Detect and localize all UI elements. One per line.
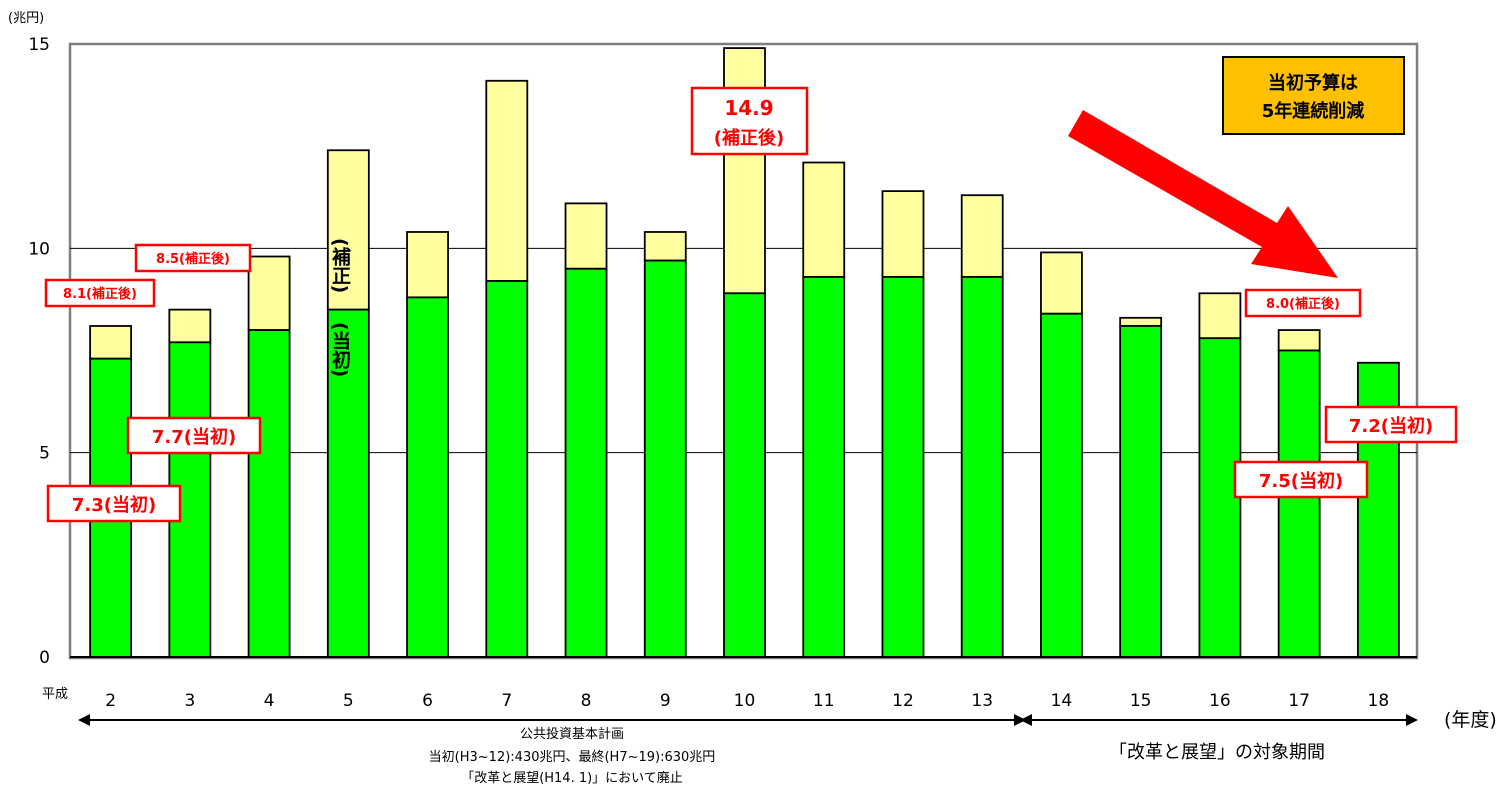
period-arrow-plan-left-head — [78, 714, 90, 726]
bar-initial — [168, 341, 212, 658]
x-tick-label: 17 — [1288, 691, 1310, 711]
callout-7-2-text: 7.2(当初) — [1349, 415, 1433, 437]
decline-arrow-icon — [1068, 110, 1338, 278]
bar-initial — [1119, 325, 1163, 658]
bar-initial — [406, 296, 449, 658]
x-tick-label: 16 — [1209, 691, 1231, 711]
bar-initial — [485, 280, 529, 658]
note-box-bg — [1222, 56, 1405, 135]
callout-7-7: 7.7(当初) — [126, 416, 262, 455]
x-tick-label: 14 — [1051, 691, 1073, 711]
bar-initial — [1040, 312, 1083, 658]
y-unit-label: (兆円) — [8, 11, 44, 26]
x-tick-label: 2 — [105, 691, 116, 711]
callout-7-2: 7.2(当初) — [1324, 405, 1458, 444]
bar-initial — [960, 276, 1004, 658]
bar-supplementary — [564, 202, 608, 270]
callout-8-1-text: 8.1(補正後) — [63, 286, 137, 302]
x-tick-label: 13 — [971, 691, 993, 711]
callout-7-3: 7.3(当初) — [46, 484, 182, 523]
x-tick-label: 10 — [734, 691, 756, 711]
callout-8-5-text: 8.5(補正後) — [156, 251, 230, 267]
bar-supplementary — [485, 79, 529, 282]
callout-14-9-note: (補正後) — [714, 127, 784, 149]
callout-8-1: 8.1(補正後) — [44, 278, 156, 308]
callout-7-7-text: 7.7(当初) — [152, 426, 236, 448]
x-tick-label: 6 — [422, 691, 433, 711]
x-tick-label: 8 — [581, 691, 592, 711]
callout-14-9-value: 14.9 — [724, 96, 773, 120]
y-tick-label: 15 — [28, 35, 50, 55]
x-tick-label: 12 — [892, 691, 914, 711]
bar-supplementary — [247, 255, 291, 331]
period-arrow-reform-left-head — [1020, 714, 1032, 726]
bar-initial — [1198, 337, 1242, 658]
note-box: 当初予算は 5年連続削減 — [1222, 56, 1405, 135]
y-tick-label: 5 — [39, 444, 50, 464]
bar-inner-upper-text: (補正) — [329, 238, 352, 293]
period-plan-line2: 当初(H3~12):430兆円、最終(H7~19):630兆円 — [429, 749, 716, 765]
bar-initial — [564, 267, 608, 658]
bar-supplementary — [960, 194, 1004, 278]
bar-supplementary — [1040, 251, 1083, 315]
bar-supplementary — [1119, 316, 1163, 327]
x-tick-label: 7 — [501, 691, 512, 711]
x-tick-label: 4 — [264, 691, 275, 711]
period-plan-line1: 公共投資基本計画 — [520, 726, 624, 742]
y-tick-label: 0 — [39, 648, 50, 668]
period-reform-line1: 「改革と展望」の対象期間 — [1109, 742, 1325, 763]
bar-supplementary — [802, 161, 846, 278]
y-tick-labels: 0 5 10 15 — [28, 35, 50, 668]
bar-supplementary — [881, 190, 925, 278]
bar-initial — [1277, 349, 1321, 658]
x-tick-label: 18 — [1368, 691, 1390, 711]
x-tick-labels: 2 3 4 5 6 7 8 9 10 11 12 13 14 15 16 17 18 — [105, 691, 1389, 711]
x-tick-label: 9 — [660, 691, 671, 711]
note-box-line1: 当初予算は — [1268, 72, 1358, 94]
bar-initial — [247, 329, 291, 658]
bar-initial — [881, 276, 925, 658]
bar-supplementary — [168, 308, 212, 344]
x-tick-label: 5 — [343, 691, 354, 711]
x-tick-label: 15 — [1130, 691, 1152, 711]
bar-initial — [802, 276, 846, 658]
bar-inner-label-upper: (補正) — [329, 238, 352, 293]
note-box-line2: 5年連続削減 — [1262, 100, 1365, 122]
bar-supplementary — [643, 231, 687, 262]
callout-8-0: 8.0(補正後) — [1244, 288, 1362, 318]
x-tick-label: 11 — [813, 691, 835, 711]
bar-supplementary — [723, 47, 766, 295]
callout-14-9: 14.9 (補正後) — [690, 86, 809, 156]
callout-7-5: 7.5(当初) — [1233, 460, 1369, 499]
bar-initial — [723, 292, 766, 658]
bar-supplementary — [1277, 329, 1321, 352]
bar-inner-lower-text: (当初) — [329, 322, 351, 377]
callout-7-5-text: 7.5(当初) — [1259, 470, 1343, 492]
y-tick-label: 10 — [28, 239, 50, 259]
bar-supplementary — [1198, 292, 1242, 340]
bar-inner-label-lower: (当初) — [329, 322, 351, 377]
bar-supplementary — [89, 325, 133, 360]
x-prefix-label: 平成 — [42, 687, 68, 702]
period-plan-line3: 「改革と展望(H14. 1)」において廃止 — [461, 770, 683, 786]
x-unit-label: (年度) — [1444, 709, 1497, 731]
x-tick-label: 3 — [184, 691, 195, 711]
bar-initial — [643, 259, 687, 658]
callout-8-0-text: 8.0(補正後) — [1266, 296, 1340, 312]
callout-7-3-text: 7.3(当初) — [72, 494, 156, 516]
bar-supplementary — [406, 231, 449, 299]
callout-8-5: 8.5(補正後) — [134, 243, 252, 273]
period-arrow-reform-right-head — [1406, 714, 1418, 726]
